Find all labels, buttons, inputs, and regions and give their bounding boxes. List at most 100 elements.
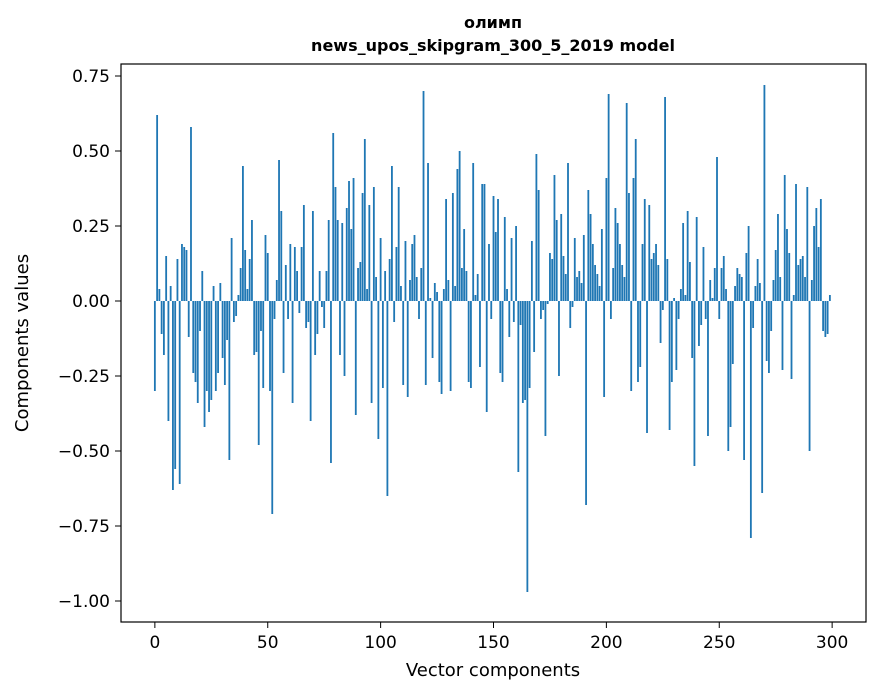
bar-284 bbox=[795, 184, 797, 301]
bars-group bbox=[153, 85, 831, 592]
bar-210 bbox=[628, 193, 630, 301]
bar-274 bbox=[772, 280, 775, 301]
bar-202 bbox=[609, 301, 612, 319]
bar-265 bbox=[752, 301, 755, 328]
bar-163 bbox=[521, 301, 524, 403]
y-tick-label-1: −0.75 bbox=[58, 517, 110, 537]
bar-4 bbox=[162, 301, 165, 355]
bar-254 bbox=[727, 301, 730, 451]
bar-212 bbox=[632, 178, 635, 301]
bar-130 bbox=[447, 280, 450, 301]
bar-111 bbox=[404, 241, 407, 301]
bar-108 bbox=[397, 187, 400, 301]
bar-298 bbox=[826, 301, 829, 334]
bar-72 bbox=[316, 301, 319, 334]
bar-211 bbox=[630, 301, 633, 391]
bar-35 bbox=[232, 301, 235, 322]
bar-154 bbox=[501, 301, 504, 382]
bar-244 bbox=[704, 301, 707, 319]
bar-222 bbox=[655, 244, 657, 301]
bar-77 bbox=[327, 220, 330, 301]
bar-102 bbox=[384, 271, 387, 301]
bar-215 bbox=[639, 301, 642, 367]
bar-219 bbox=[648, 205, 651, 301]
bar-18 bbox=[194, 301, 197, 382]
bar-124 bbox=[433, 283, 436, 301]
bar-226 bbox=[664, 97, 666, 301]
bar-27 bbox=[214, 301, 217, 391]
bar-10 bbox=[176, 259, 179, 301]
bar-181 bbox=[562, 256, 565, 301]
bar-144 bbox=[479, 301, 481, 367]
bar-288 bbox=[804, 277, 806, 301]
bar-21 bbox=[201, 271, 204, 301]
y-tick-label-4: 0.00 bbox=[72, 292, 110, 312]
bar-141 bbox=[472, 163, 475, 301]
bar-90 bbox=[357, 268, 359, 301]
bar-269 bbox=[761, 301, 764, 493]
bar-299 bbox=[828, 295, 831, 301]
bar-188 bbox=[578, 271, 581, 301]
bar-86 bbox=[348, 181, 350, 301]
bar-127 bbox=[440, 301, 443, 394]
bar-194 bbox=[591, 244, 594, 301]
bar-153 bbox=[499, 301, 502, 373]
bar-16 bbox=[190, 127, 192, 301]
chart-subtitle: news_upos_skipgram_300_5_2019 model bbox=[311, 36, 675, 55]
bar-224 bbox=[659, 301, 662, 343]
bar-104 bbox=[388, 259, 391, 301]
bar-184 bbox=[569, 301, 572, 328]
bar-32 bbox=[226, 301, 229, 340]
bar-84 bbox=[343, 301, 346, 376]
bar-238 bbox=[691, 301, 694, 358]
bar-122 bbox=[429, 298, 432, 301]
bar-283 bbox=[792, 295, 795, 301]
bar-246 bbox=[709, 280, 712, 301]
bar-42 bbox=[248, 259, 251, 301]
bar-119 bbox=[422, 91, 425, 301]
bar-82 bbox=[339, 301, 341, 355]
bar-52 bbox=[271, 301, 274, 514]
bar-267 bbox=[756, 259, 759, 301]
x-axis-label: Vector components bbox=[406, 660, 580, 681]
bar-48 bbox=[262, 301, 265, 388]
bar-34 bbox=[230, 238, 233, 301]
bar-251 bbox=[720, 268, 723, 301]
bar-24 bbox=[208, 301, 210, 412]
bar-271 bbox=[765, 301, 768, 361]
bar-109 bbox=[400, 286, 402, 301]
bar-177 bbox=[553, 175, 556, 301]
bar-158 bbox=[510, 238, 513, 301]
bar-240 bbox=[695, 217, 698, 301]
bar-231 bbox=[675, 301, 678, 370]
x-tick-label-150: 150 bbox=[477, 633, 509, 653]
bar-112 bbox=[406, 301, 409, 397]
bar-3 bbox=[160, 301, 163, 334]
bar-80 bbox=[334, 187, 337, 301]
bar-101 bbox=[381, 301, 384, 388]
bar-220 bbox=[650, 259, 653, 301]
x-axis-ticks: 0 50 100 150 200 250 300 bbox=[149, 622, 848, 653]
bar-155 bbox=[503, 217, 506, 301]
bar-87 bbox=[350, 229, 353, 301]
bar-250 bbox=[718, 301, 721, 319]
bar-55 bbox=[278, 160, 280, 301]
x-tick-label-0: 0 bbox=[149, 633, 160, 653]
bar-0 bbox=[153, 301, 156, 391]
bar-270 bbox=[763, 85, 766, 301]
bar-173 bbox=[544, 301, 547, 436]
x-tick-label-50: 50 bbox=[257, 633, 279, 653]
bar-199 bbox=[603, 301, 606, 397]
bar-166 bbox=[528, 301, 531, 388]
bar-28 bbox=[217, 301, 219, 373]
bar-290 bbox=[808, 301, 811, 451]
bar-150 bbox=[492, 196, 495, 301]
bar-272 bbox=[768, 301, 770, 373]
y-tick-label-5: 0.25 bbox=[72, 217, 110, 237]
bar-249 bbox=[716, 157, 718, 301]
bar-45 bbox=[255, 301, 258, 352]
bar-242 bbox=[700, 301, 703, 325]
bar-178 bbox=[555, 220, 558, 301]
bar-125 bbox=[436, 292, 438, 301]
